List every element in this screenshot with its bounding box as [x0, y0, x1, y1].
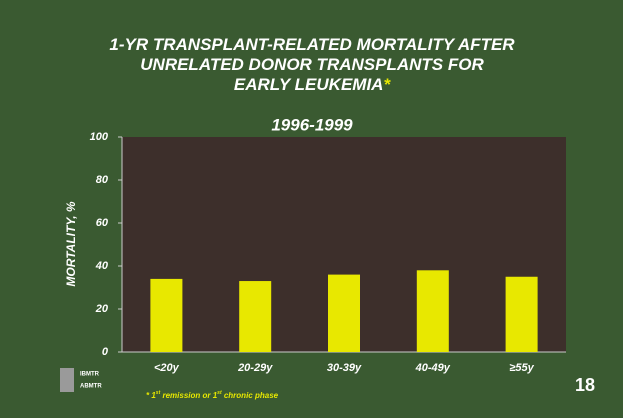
bar [150, 278, 183, 352]
title-marker: * [383, 75, 391, 94]
y-axis-label: MORTALITY, % [64, 201, 78, 286]
footnote-superscript: st [217, 390, 222, 396]
logo-text: ABMTR [80, 384, 102, 390]
title-line: UNRELATED DONOR TRANSPLANTS FOR [140, 55, 484, 74]
bar [239, 281, 272, 352]
footnote-text: remission or 1 [160, 391, 217, 400]
bar [416, 270, 449, 352]
x-tick-label: <20y [154, 362, 180, 374]
footnote-text: * 1 [146, 391, 156, 400]
y-tick-label: 80 [96, 174, 109, 186]
chart-title: 1-YR TRANSPLANT-RELATED MORTALITY AFTER [109, 35, 515, 54]
x-tick-label: 20-29y [237, 362, 273, 374]
y-tick-label: 60 [96, 217, 109, 229]
footnote-text: chronic phase [222, 391, 279, 400]
logo-icon [60, 368, 74, 392]
bar [328, 274, 360, 352]
page-number: 18 [575, 375, 595, 395]
y-tick-label: 20 [95, 303, 109, 315]
footnote: * 1st remission or 1st chronic phase [146, 390, 279, 400]
footnote-superscript: st [156, 390, 161, 396]
chart-title: EARLY LEUKEMIA* [234, 75, 392, 94]
x-tick-label: ≥55y [509, 362, 534, 374]
chart-title: UNRELATED DONOR TRANSPLANTS FOR [140, 55, 484, 74]
y-tick-label: 100 [90, 131, 109, 143]
title-line: 1-YR TRANSPLANT-RELATED MORTALITY AFTER [109, 35, 515, 54]
bar [505, 276, 538, 352]
y-tick-label: 0 [102, 346, 109, 358]
x-tick-label: 40-49y [415, 362, 451, 374]
x-tick-label: 30-39y [327, 362, 362, 374]
title-line: EARLY LEUKEMIA [234, 75, 384, 94]
logo-text: IBMTR [80, 372, 100, 378]
y-tick-label: 40 [95, 260, 109, 272]
subtitle: 1996-1999 [271, 115, 353, 134]
